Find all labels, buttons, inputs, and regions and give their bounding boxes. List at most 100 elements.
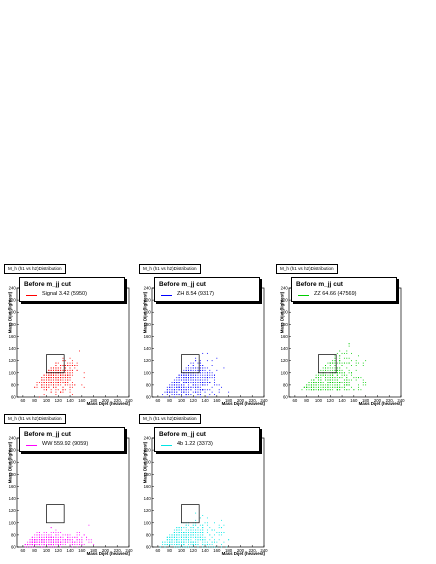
data-point	[178, 394, 180, 396]
data-point	[221, 519, 223, 521]
data-point	[206, 544, 208, 546]
data-point	[181, 391, 182, 393]
data-point	[173, 386, 175, 388]
x-tick-label: 120	[190, 398, 198, 403]
data-point	[38, 544, 40, 546]
x-tick-label: 160	[213, 398, 221, 403]
data-point	[38, 396, 40, 398]
y-tick-label: 120	[9, 508, 17, 513]
x-tick-label: 100	[315, 398, 323, 403]
y-tick-label: 220	[281, 298, 289, 303]
data-point	[192, 365, 194, 366]
data-point	[332, 374, 334, 376]
data-point	[57, 377, 59, 379]
data-point	[53, 546, 54, 548]
data-point	[327, 382, 329, 383]
data-point	[188, 536, 189, 538]
data-point	[346, 352, 348, 354]
data-point	[318, 386, 319, 388]
data-point	[176, 541, 178, 543]
y-axis-label: Mass Dijet (lightest)	[142, 291, 148, 334]
data-point	[341, 369, 343, 371]
data-point	[57, 384, 59, 386]
data-point	[214, 546, 215, 548]
data-point	[195, 524, 197, 526]
data-point	[50, 379, 52, 381]
data-point	[60, 382, 62, 383]
data-point	[185, 394, 187, 396]
data-point	[48, 379, 50, 381]
data-point	[327, 374, 329, 376]
x-tick-label: 160	[78, 398, 86, 403]
data-point	[223, 532, 225, 533]
data-point	[188, 377, 189, 379]
data-point	[83, 544, 85, 546]
data-point	[62, 357, 64, 359]
data-point	[211, 377, 213, 379]
data-point	[192, 529, 194, 531]
data-point	[188, 394, 189, 396]
data-point	[181, 544, 182, 546]
data-point	[64, 374, 66, 376]
x-tick-label: 200	[102, 398, 110, 403]
data-point	[71, 544, 73, 546]
data-point	[71, 541, 73, 543]
data-point	[206, 541, 208, 543]
legend-header: Before m_jj cut	[24, 431, 71, 438]
legend-label-ww: WW 559.92 (9059)	[42, 441, 89, 447]
y-tick-label: 100	[144, 520, 152, 525]
data-point	[36, 541, 38, 543]
data-point	[190, 374, 192, 376]
data-point	[41, 379, 43, 381]
data-point	[209, 527, 211, 529]
data-point	[53, 532, 54, 533]
data-point	[64, 544, 66, 546]
data-point	[329, 369, 331, 371]
data-point	[199, 524, 201, 526]
data-point	[55, 379, 57, 381]
data-point	[190, 534, 192, 536]
data-point	[69, 536, 71, 538]
data-point	[69, 544, 71, 546]
x-tick-label: 200	[237, 548, 245, 553]
data-point	[199, 517, 201, 519]
data-point	[181, 539, 182, 541]
data-point	[190, 379, 192, 381]
data-point	[334, 362, 336, 364]
y-tick-label: 180	[281, 322, 289, 327]
data-point	[332, 367, 334, 369]
data-point	[48, 546, 50, 548]
data-point	[195, 374, 197, 376]
data-point	[341, 374, 343, 376]
data-point	[48, 369, 50, 371]
data-point	[185, 367, 187, 369]
y-tick-label: 220	[144, 298, 152, 303]
data-point	[74, 541, 76, 543]
data-point	[206, 352, 208, 354]
x-tick-label: 100	[43, 548, 51, 553]
data-point	[313, 389, 315, 391]
data-point	[348, 379, 350, 381]
y-tick-label: 180	[144, 472, 152, 477]
data-point	[211, 541, 213, 543]
data-point	[53, 544, 54, 546]
data-point	[341, 352, 343, 354]
data-point	[360, 389, 362, 391]
x-tick-label: 60	[156, 398, 161, 403]
data-point	[199, 532, 201, 533]
data-point	[50, 391, 52, 393]
data-point	[188, 532, 189, 533]
plot-frame	[288, 287, 402, 398]
data-point	[346, 382, 348, 383]
y-tick-label: 100	[144, 370, 152, 375]
y-tick-label: 160	[144, 484, 152, 489]
data-point	[192, 382, 194, 383]
legend-box: Before m_jj cut ZZ 64.66 (47569)	[291, 277, 397, 302]
signal-window-box	[46, 354, 65, 374]
data-point	[190, 536, 192, 538]
data-point	[199, 536, 201, 538]
data-point	[195, 532, 197, 533]
y-tick-label: 200	[9, 460, 17, 465]
data-point	[206, 360, 208, 362]
data-point	[202, 389, 204, 391]
